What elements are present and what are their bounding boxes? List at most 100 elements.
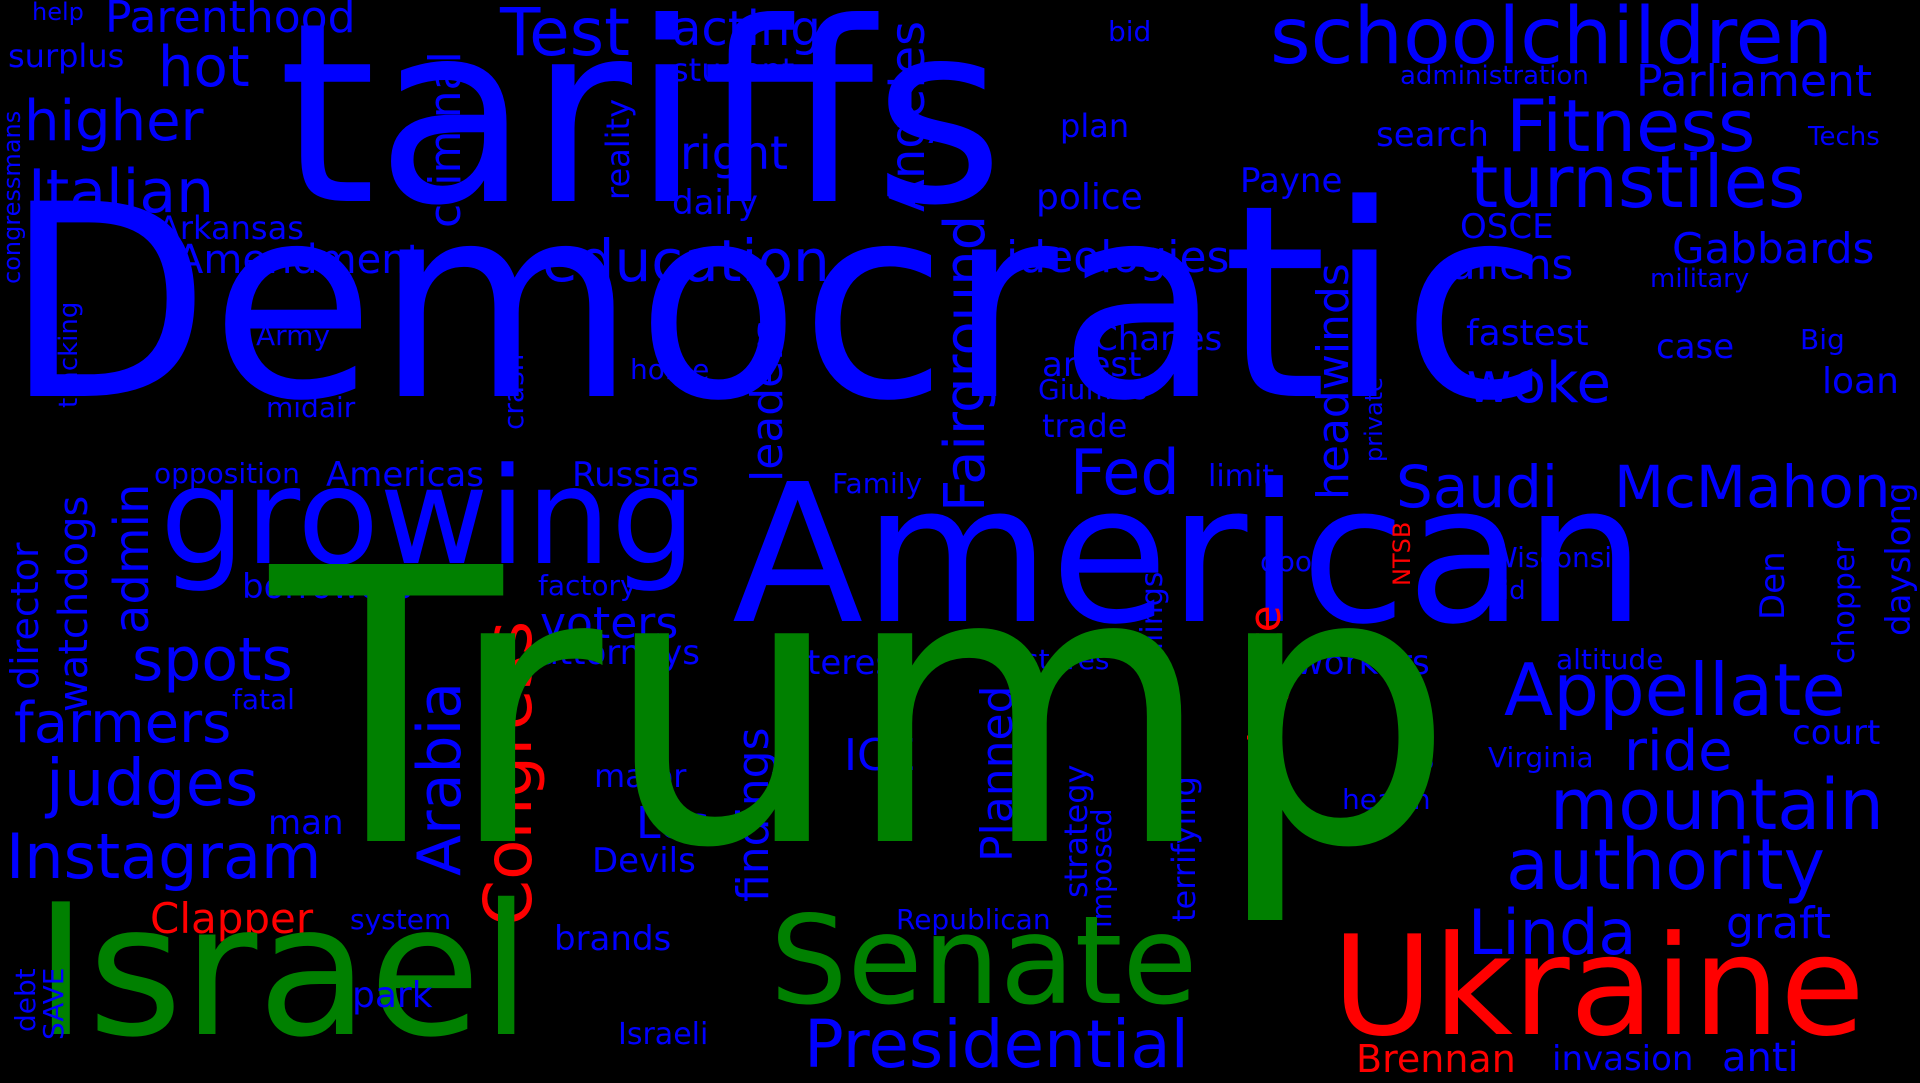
word-payne: Payne [1240, 161, 1343, 201]
word-den: Den [1753, 551, 1793, 620]
word-senate: Senate [770, 890, 1198, 1032]
word-american: American [732, 444, 1646, 667]
word-arkansas: Arkansas [158, 209, 304, 247]
word-big: Big [1800, 323, 1845, 356]
word-court: court [1792, 713, 1881, 753]
word-republican: Republican [896, 903, 1051, 936]
word-director: director [3, 542, 47, 690]
word-trump: Trump [270, 488, 1455, 931]
word-instagram: Instagram [6, 820, 322, 893]
word-charles: Charles [1094, 319, 1223, 359]
word-police: police [1036, 177, 1143, 218]
word-schoolchildren: schoolchildren [1270, 0, 1834, 82]
word-borrowers: borrowers [242, 567, 413, 607]
word-home: home [630, 353, 710, 386]
word-education: education [542, 227, 830, 295]
word-right: right [680, 126, 789, 180]
word-attorneys: attorneys [538, 633, 700, 673]
word-osce: OSCE [1460, 207, 1554, 247]
word-judges: judges [46, 747, 259, 821]
word-fed: Fed [1070, 436, 1180, 509]
word-man: man [268, 803, 344, 843]
word-dairy: dairy [672, 183, 758, 223]
word-acting: acting [672, 1, 821, 57]
word-mountain: mountain [1550, 764, 1884, 846]
word-presidential: Presidential [804, 1006, 1189, 1083]
word-admin: admin [104, 483, 160, 634]
word-woke: woke [1466, 351, 1611, 416]
word-parenthood: Parenthood [105, 0, 356, 43]
word-clapper: Clapper [150, 894, 314, 943]
word-democratic: Democratic [4, 148, 1549, 460]
word-military: military [1650, 264, 1750, 294]
word-amendment: Amendment [176, 237, 423, 283]
word-saudi: Saudi [1396, 453, 1559, 521]
word-debt: debt [9, 968, 42, 1032]
word-factory: factory [538, 569, 637, 602]
word-devils: Devils [592, 841, 696, 881]
word-us: US [1396, 743, 1435, 776]
word-limit: limit [1208, 459, 1274, 494]
word-mcmahon: McMahon [1614, 453, 1891, 521]
word-techs: Techs [1808, 122, 1880, 152]
word-spots: spots [132, 625, 293, 695]
word-voters: voters [540, 598, 679, 649]
word-test: Test [500, 0, 630, 71]
word-israeli: Israeli [618, 1017, 709, 1052]
word-system: system [350, 903, 452, 936]
word-search: search [1376, 115, 1489, 155]
word-family: Family [832, 467, 923, 500]
word-fatal: fatal [232, 683, 295, 716]
word-bid: bid [1108, 15, 1152, 48]
word-higher: higher [24, 89, 204, 154]
word-invasion: invasion [1552, 1039, 1694, 1079]
word-administration: administration [1400, 61, 1589, 91]
word-park: park [352, 975, 433, 1016]
word-appellate: Appellate [1504, 648, 1846, 732]
word-save: SAVE [37, 967, 70, 1040]
word-army: Army [256, 319, 331, 352]
word-aliens: aliens [1450, 240, 1574, 289]
word-workers: workers [1296, 643, 1430, 683]
word-ideologies: ideologies [1006, 232, 1230, 283]
word-trade: trade [1042, 407, 1128, 445]
word-graft: graft [1726, 898, 1831, 949]
word-ride: ride [1624, 719, 1733, 784]
word-italian: Italian [28, 157, 215, 227]
word-russias: Russias [572, 455, 700, 495]
word-crash: crash [497, 353, 530, 430]
word-linda: Linda [1468, 896, 1637, 969]
word-ice: ICE [844, 730, 916, 781]
word-gabbards: Gabbards [1672, 224, 1875, 273]
word-israel: Israel [34, 865, 532, 1077]
word-help: help [32, 0, 84, 26]
word-major: major [594, 757, 687, 795]
word-parliament: Parliament [1636, 56, 1873, 107]
word-giuffres: Giuffres [1038, 373, 1148, 406]
word-interest: interest [776, 643, 907, 683]
word-tariffs: tariffs [278, 0, 1004, 260]
word-chopper: chopper [1827, 541, 1862, 664]
word-fastest: fastest [1466, 313, 1589, 354]
word-stores: stores [1024, 643, 1110, 676]
word-opposition: opposition [154, 457, 300, 490]
word-loan: loan [1822, 361, 1899, 402]
word-arrest: arrest [1042, 345, 1142, 385]
word-ukraine: Ukraine [1332, 906, 1865, 1067]
word-fitness: Fitness [1506, 84, 1756, 168]
word-wisconsin: Wisconsin [1490, 541, 1630, 574]
word-door: door [1260, 545, 1324, 578]
word-dayslong: dayslong [1879, 482, 1919, 636]
word-virginia: Virginia [1488, 741, 1594, 774]
word-turnstiles: turnstiles [1470, 140, 1806, 224]
word-americas: Americas [326, 455, 484, 495]
word-brands: brands [554, 919, 672, 959]
word-aid: aid [1486, 576, 1526, 606]
word-student: student [672, 51, 795, 89]
word-altitude: altitude [1556, 643, 1664, 676]
word-anti: anti [1722, 1035, 1799, 1081]
word-los: Los [636, 798, 710, 849]
word-watchdogs: watchdogs [51, 495, 97, 712]
word-tracking: tracking [54, 301, 84, 408]
